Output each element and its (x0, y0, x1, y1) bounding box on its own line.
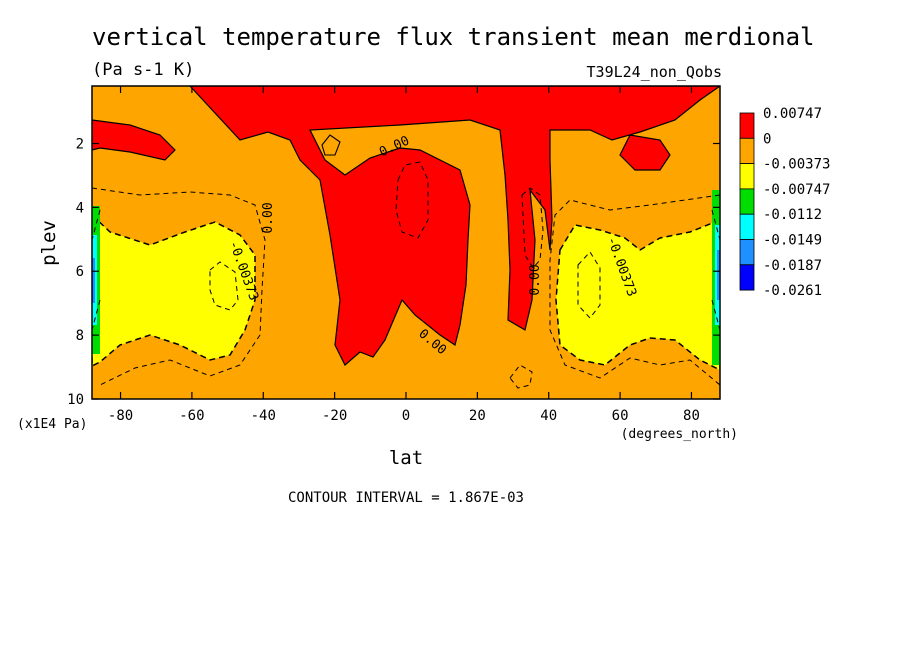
y-units-label: (x1E4 Pa) (17, 417, 87, 432)
region-yellow-left (92, 213, 256, 367)
colorbar-level-label: -0.00373 (763, 157, 830, 173)
y-tick-label: 2 (76, 136, 84, 152)
y-axis-label: plev (38, 220, 60, 266)
y-tick-label: 6 (76, 264, 84, 280)
x-tick-label: -20 (322, 408, 347, 424)
x-axis-label: lat (389, 447, 423, 469)
region-red-tropics (189, 86, 720, 366)
region-blue-right (717, 250, 720, 300)
x-axis: -80 -60 -40 -20 0 20 40 60 80 (108, 86, 700, 424)
colorbar-swatch (739, 137, 755, 165)
x-units-label: (degrees_north) (621, 427, 738, 442)
contour-label-1: 0.00 (261, 202, 276, 233)
x-tick-label: 80 (683, 408, 700, 424)
x-tick-label: -40 (251, 408, 276, 424)
region-red-left-top (92, 119, 176, 161)
contour-dashed-1 (209, 261, 239, 311)
x-tick-label: 20 (469, 408, 486, 424)
x-tick-label: 0 (402, 408, 410, 424)
x-tick-label: 60 (612, 408, 629, 424)
chart-title: vertical temperature flux transient mean… (92, 23, 814, 51)
colorbar-level-label: 0 (763, 131, 771, 147)
run-label: T39L24_non_Qobs (587, 63, 722, 81)
contour-dashed-5 (92, 187, 266, 386)
colorbar-level-label: -0.00747 (763, 182, 830, 198)
plot-area: 0.00 0.00 0.00 0.00 -0.00373 -0.00373 (92, 86, 720, 399)
contour-label-4: 0.00 (528, 264, 543, 295)
colorbar-swatch (739, 213, 755, 240)
y-tick-label: 10 (67, 392, 84, 408)
contour-dashed-7 (509, 364, 533, 389)
colorbar-level-label: -0.0149 (763, 233, 822, 249)
y-tick-label: 4 (76, 200, 84, 216)
colorbar-swatch (739, 188, 755, 215)
colorbar-swatch (739, 112, 755, 139)
x-tick-label: -80 (108, 408, 133, 424)
colorbar-swatch (739, 163, 755, 190)
x-tick-label: -60 (179, 408, 204, 424)
region-yellow-right (555, 219, 720, 371)
colorbar-level-label: -0.0112 (763, 207, 822, 223)
region-orange-hole (321, 134, 341, 156)
colorbar-level-label: -0.0261 (763, 283, 822, 299)
contour-interval-label: CONTOUR INTERVAL = 1.867E-03 (288, 490, 524, 506)
y-axis: 2 4 6 8 10 (67, 136, 720, 408)
x-tick-label: 40 (540, 408, 557, 424)
contour-dashed-4 (521, 187, 544, 269)
contour-dashed-2 (577, 251, 601, 319)
colorbar-swatch (739, 239, 755, 266)
contour-dashed-6 (549, 194, 720, 386)
contour-dashed-3 (395, 161, 429, 239)
units-label: (Pa s-1 K) (92, 60, 194, 80)
y-tick-label: 8 (76, 328, 84, 344)
colorbar-swatch (739, 264, 755, 291)
colorbar-level-label: -0.0187 (763, 258, 822, 274)
region-red-right (619, 134, 671, 171)
colorbar: 0.00747 0 -0.00373 -0.00747 -0.0112 -0.0149 -0… (739, 106, 830, 299)
colorbar-level-label: 0.00747 (763, 106, 822, 122)
region-blue-left (92, 258, 95, 303)
